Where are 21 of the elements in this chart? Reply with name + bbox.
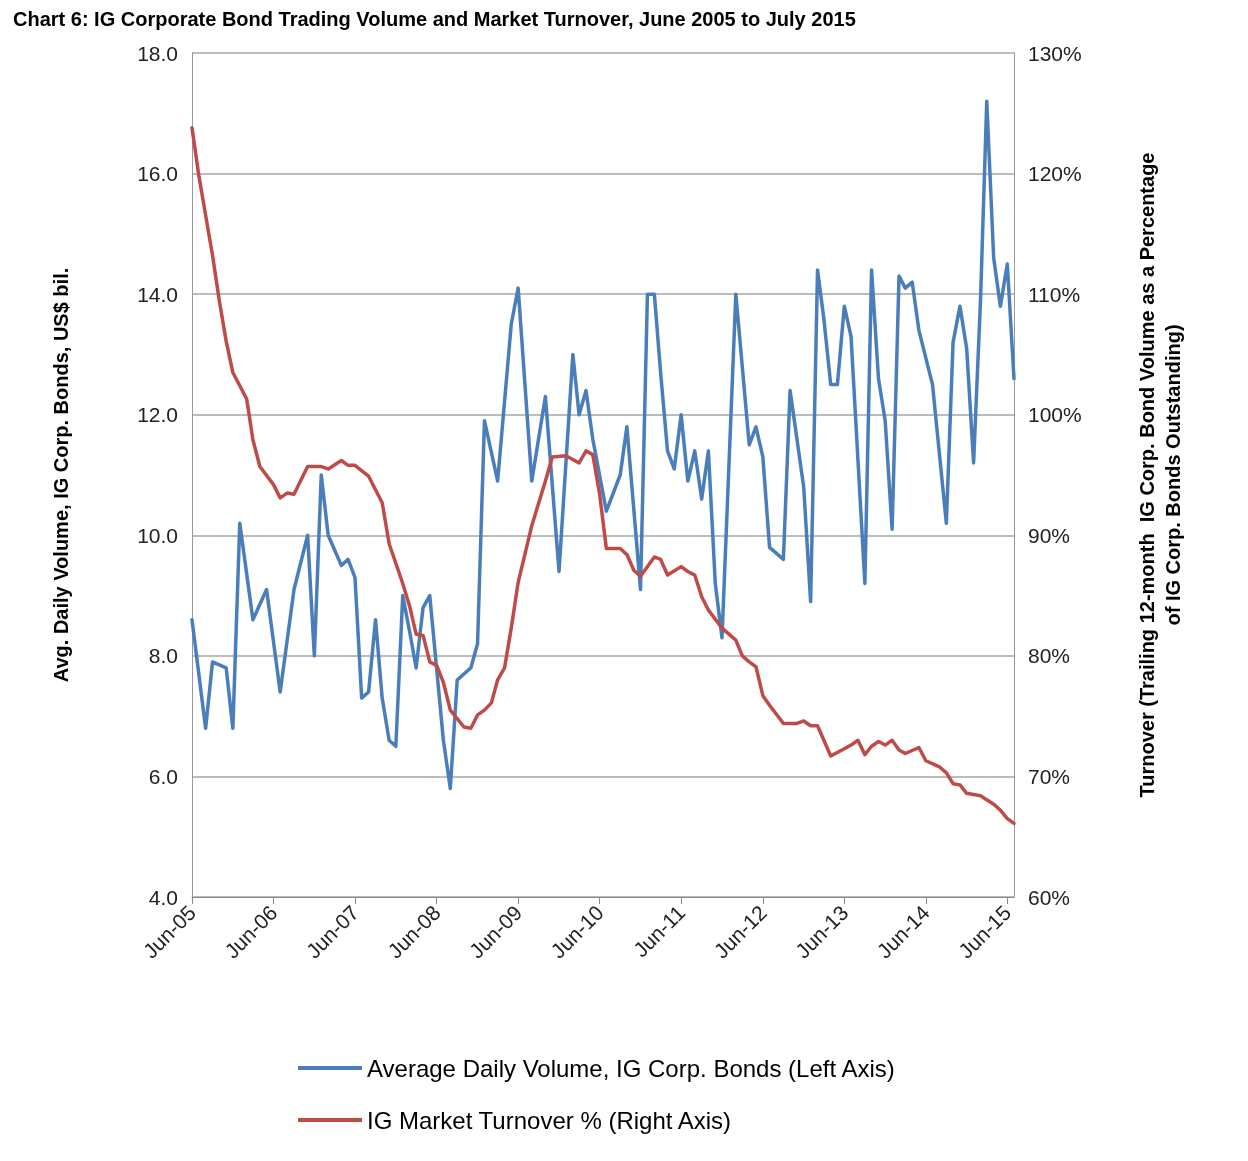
y-axis-title: Avg. Daily Volume, IG Corp. Bonds, US$ bil.: [50, 267, 72, 683]
chart-title: Chart 6: IG Corporate Bond Trading Volume and Market Turnover, June 2005 to July 2015: [13, 8, 856, 30]
y2-tick-label: 120%: [1028, 162, 1082, 186]
y-tick-label: 6.0: [148, 764, 178, 788]
y2-tick-label: 90%: [1028, 523, 1071, 547]
legend-label: Average Daily Volume, IG Corp. Bonds (Left Axis): [367, 1054, 895, 1082]
legend-label: IG Market Turnover % (Right Axis): [367, 1106, 732, 1134]
y2-tick-label: 130%: [1028, 41, 1082, 65]
y-tick-label: 16.0: [137, 162, 178, 186]
y-tick-label: 8.0: [148, 644, 178, 668]
y2-tick-label: 70%: [1028, 764, 1071, 788]
y-tick-label: 4.0: [148, 885, 178, 909]
y2-tick-label: 80%: [1028, 644, 1071, 668]
y2-axis-title: Turnover (Trailing 12-month IG Corp. Bond Volume as a Percentage of IG Corp. Bonds Outstanding): [1136, 152, 1184, 798]
y-tick-label: 14.0: [137, 282, 178, 306]
y2-tick-label: 100%: [1028, 403, 1082, 427]
y-tick-label: 12.0: [137, 403, 178, 427]
y2-tick-label: 60%: [1028, 885, 1071, 909]
y-tick-label: 18.0: [137, 41, 178, 65]
y2-tick-label: 110%: [1028, 282, 1081, 306]
y-tick-label: 10.0: [137, 523, 178, 547]
